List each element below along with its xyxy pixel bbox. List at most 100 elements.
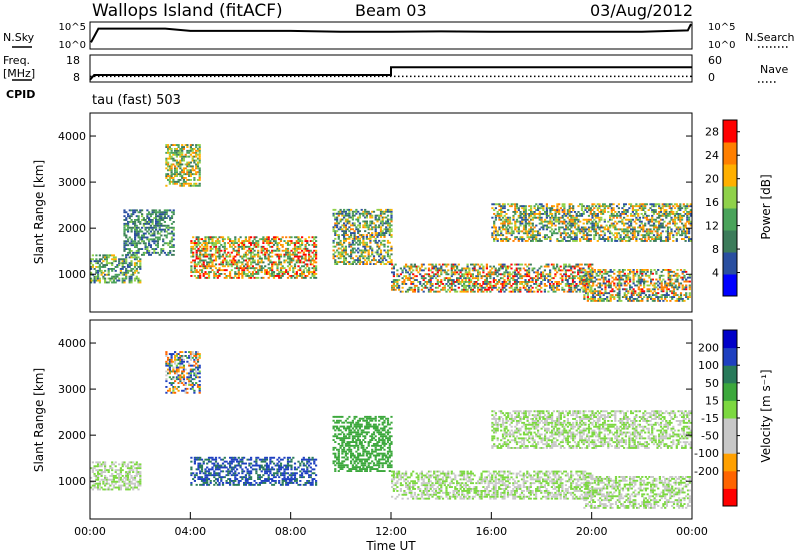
heat-cell xyxy=(398,275,401,278)
heat-cell xyxy=(306,240,309,242)
heat-cell xyxy=(633,228,636,231)
heat-cell xyxy=(313,245,316,248)
heat-cell xyxy=(649,203,652,206)
heat-cell xyxy=(271,261,274,264)
heat-cell xyxy=(144,221,147,223)
heat-cell xyxy=(358,234,361,236)
heat-cell xyxy=(609,269,612,271)
heat-cell xyxy=(630,296,633,298)
heat-cell xyxy=(364,224,367,227)
heat-cell xyxy=(545,214,548,217)
heat-cell xyxy=(500,214,503,217)
heat-cell xyxy=(417,290,420,293)
heat-cell xyxy=(146,213,149,216)
heat-cell xyxy=(357,216,360,219)
heat-cell xyxy=(301,244,304,246)
heat-cell xyxy=(657,298,660,300)
heat-cell xyxy=(586,220,589,223)
heat-cell xyxy=(572,220,575,223)
heat-cell xyxy=(667,270,670,273)
heat-cell xyxy=(369,212,372,215)
heat-cell xyxy=(559,216,562,219)
heat-cell xyxy=(265,251,268,254)
heat-cell xyxy=(651,214,654,217)
heat-cell xyxy=(565,214,568,217)
heat-cell xyxy=(160,215,163,218)
heat-cell xyxy=(278,238,281,241)
heat-cell xyxy=(538,232,541,235)
heat-cell xyxy=(374,230,377,233)
heat-cell xyxy=(175,161,178,164)
heat-cell xyxy=(657,269,660,271)
heat-cell xyxy=(661,213,664,215)
heat-cell xyxy=(607,286,611,289)
heat-cell xyxy=(590,270,593,273)
heat-cell xyxy=(405,271,408,274)
heat-cell xyxy=(297,240,300,242)
heat-cell xyxy=(593,238,596,240)
heat-cell xyxy=(440,283,443,285)
heat-cell xyxy=(272,276,276,279)
heat-cell xyxy=(169,219,172,221)
heat-cell xyxy=(227,242,230,244)
heat-cell xyxy=(376,253,379,256)
heat-cell xyxy=(111,268,114,270)
heat-cell xyxy=(638,230,641,233)
heat-cell xyxy=(148,221,151,223)
heat-cell xyxy=(611,290,614,293)
heat-cell xyxy=(526,290,529,293)
heat-cell xyxy=(257,249,260,252)
heat-cell xyxy=(643,270,646,273)
heat-cell xyxy=(369,239,372,242)
heat-cell xyxy=(413,275,416,278)
heat-cell xyxy=(586,211,589,213)
heat-cell xyxy=(155,228,158,231)
heat-cell xyxy=(543,275,546,278)
heat-cell xyxy=(401,286,404,289)
heat-cell xyxy=(394,263,397,266)
heat-cell xyxy=(657,292,660,295)
heat-cell xyxy=(635,236,638,239)
heat-cell xyxy=(578,263,582,266)
heat-cell xyxy=(160,234,163,237)
heat-cell xyxy=(550,263,553,266)
heat-cell xyxy=(632,290,635,293)
heat-cell xyxy=(499,267,503,270)
freq-unit-label: [MHz] xyxy=(3,67,35,80)
heat-cell xyxy=(606,270,609,273)
heat-cell xyxy=(315,236,318,239)
heat-cell xyxy=(260,261,263,264)
heat-cell xyxy=(283,253,286,256)
heat-cell xyxy=(239,255,242,258)
heat-cell xyxy=(618,272,621,275)
heat-cell xyxy=(466,271,469,274)
heat-cell xyxy=(457,273,460,276)
heat-cell xyxy=(671,298,674,300)
heat-cell xyxy=(512,216,515,219)
heat-cell xyxy=(568,277,571,280)
heat-cell xyxy=(90,262,93,265)
heat-cell xyxy=(648,288,651,291)
heat-cell xyxy=(343,249,346,252)
heat-cell xyxy=(202,265,205,268)
heat-cell xyxy=(290,259,293,262)
heat-cell xyxy=(148,213,151,216)
heat-cell xyxy=(510,228,513,231)
heat-cell xyxy=(97,266,100,268)
heat-cell xyxy=(299,238,302,241)
heat-cell xyxy=(388,232,391,234)
heat-cell xyxy=(626,211,629,213)
heat-cell xyxy=(631,207,634,210)
heat-cell xyxy=(364,249,367,252)
heat-cell xyxy=(169,251,172,254)
heat-cell xyxy=(521,205,524,208)
heat-cell xyxy=(234,242,237,244)
heat-cell xyxy=(580,203,584,206)
heat-cell xyxy=(341,212,344,215)
heat-cell xyxy=(500,205,503,208)
heat-cell xyxy=(191,173,194,176)
heat-cell xyxy=(593,234,596,237)
heat-cell xyxy=(190,242,193,244)
heat-cell xyxy=(672,213,675,215)
heat-cell xyxy=(293,247,297,250)
